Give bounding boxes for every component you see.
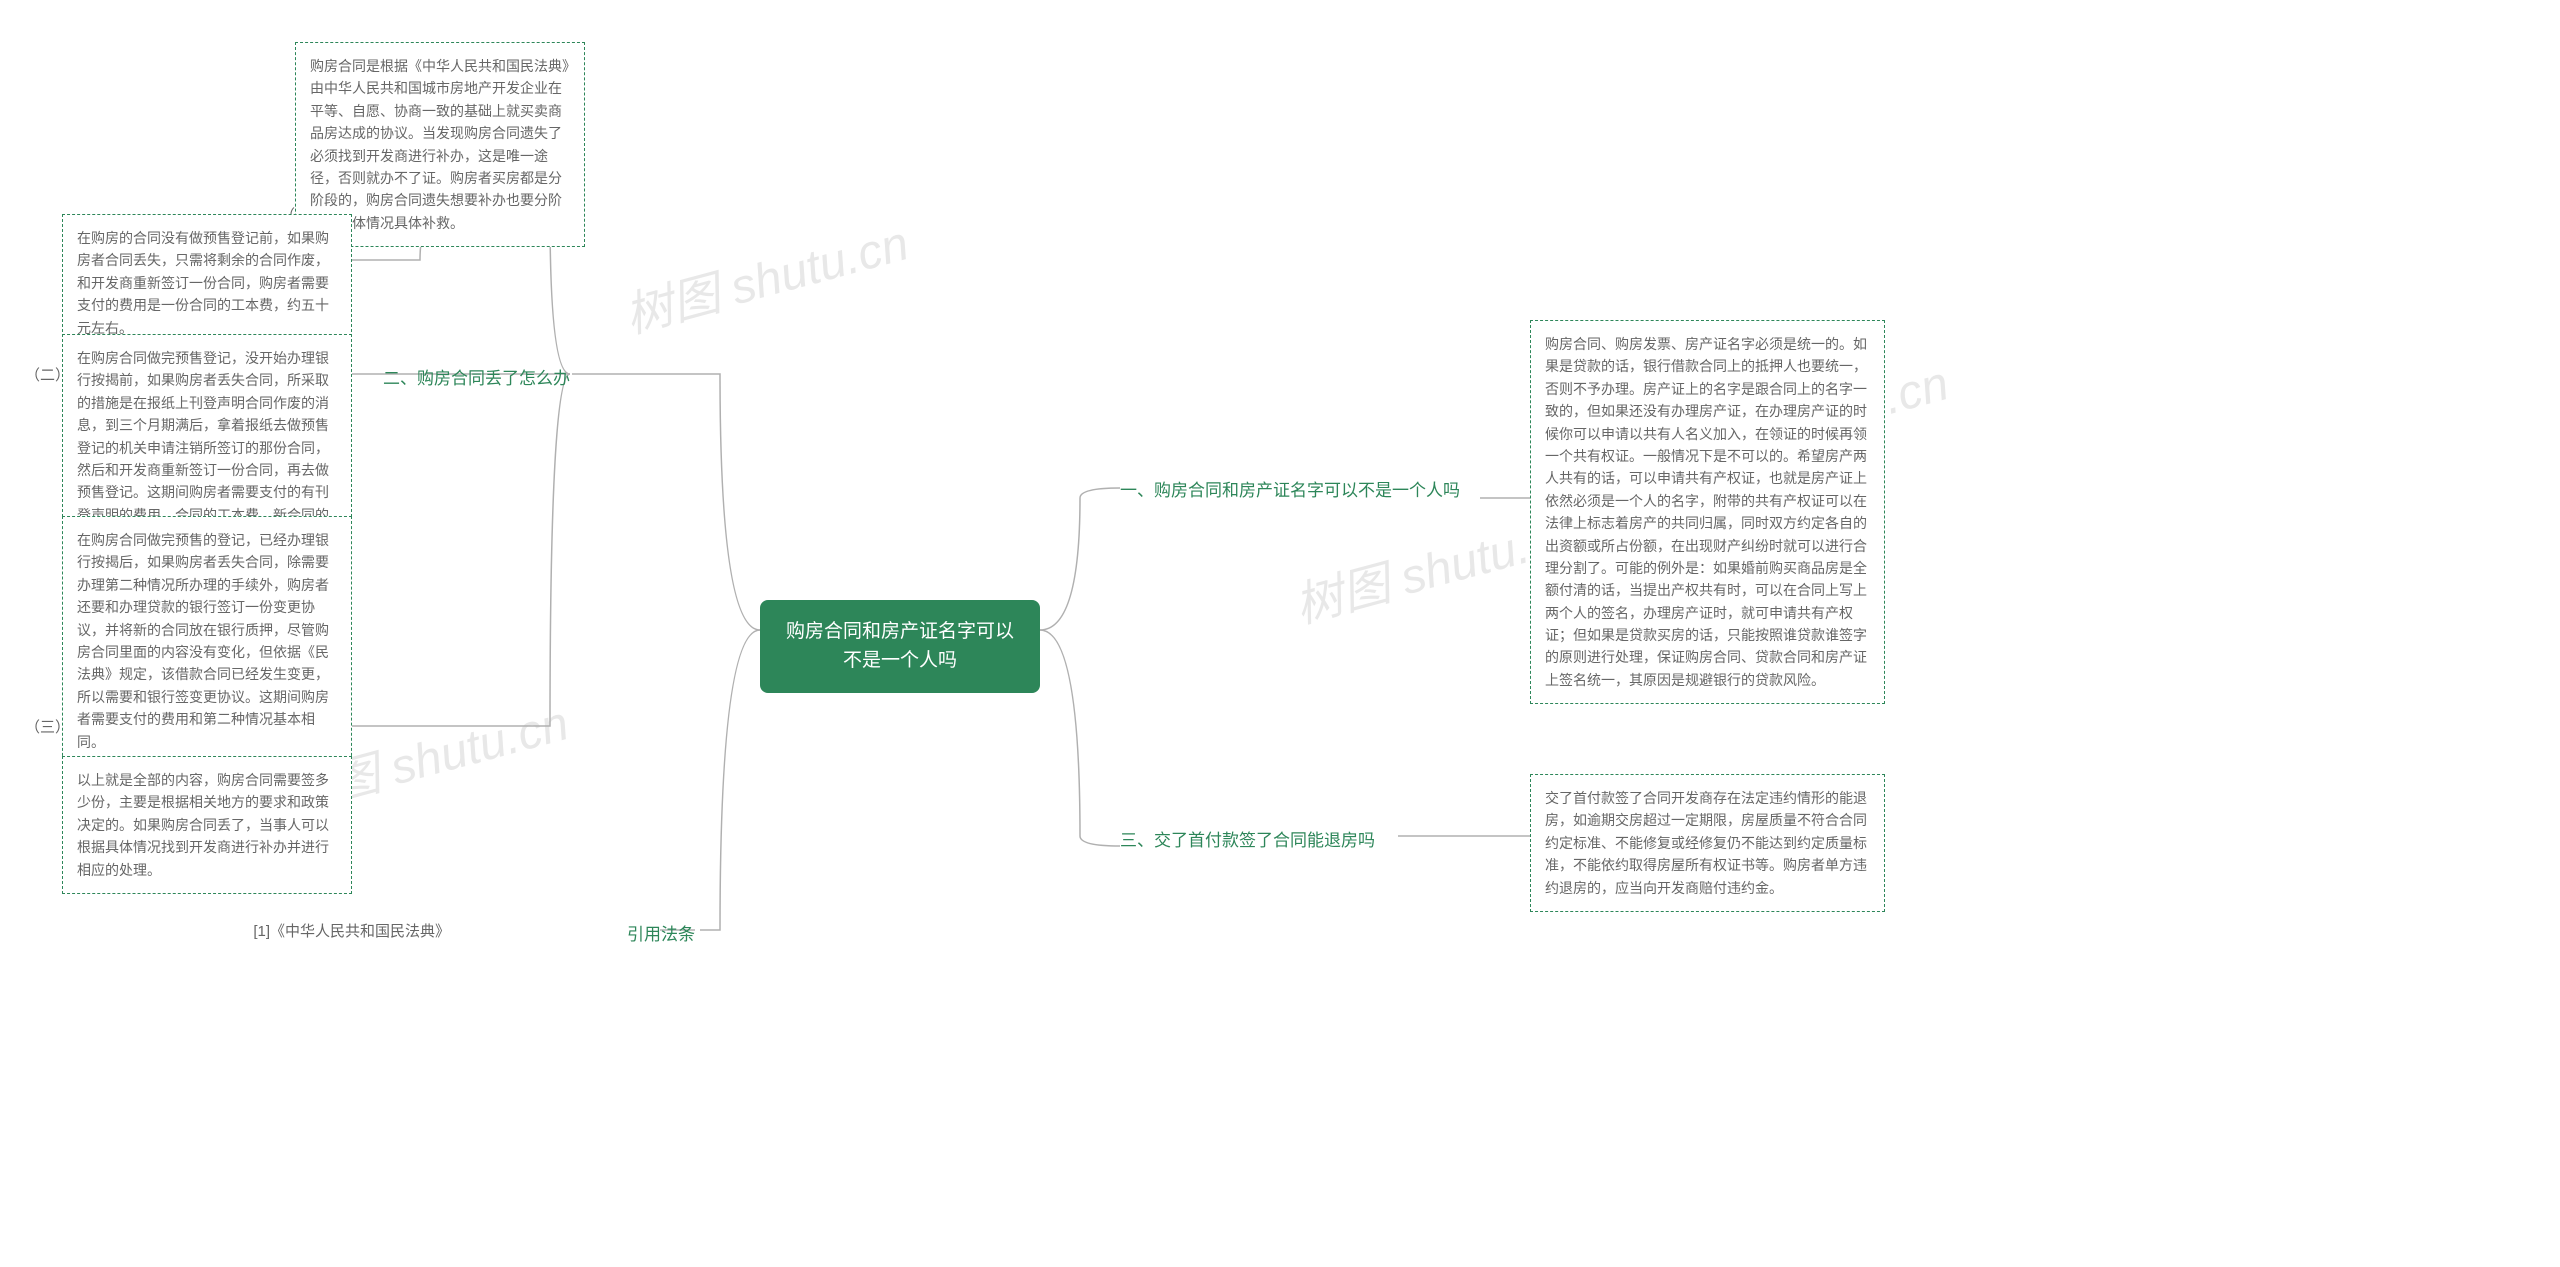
leaf-right-2: 交了首付款签了合同开发商存在法定违约情形的能退房，如逾期交房超过一定期限，房屋质… [1530, 774, 1885, 912]
watermark: 树图 shutu.cn [616, 204, 915, 347]
mindmap-center: 购房合同和房产证名字可以不是一个人吗 [760, 600, 1040, 693]
branch-left-2: 引用法条 [627, 920, 695, 945]
branch-right-1: 一、购房合同和房产证名字可以不是一个人吗 [1120, 478, 1480, 504]
branch-right-2: 三、交了首付款签了合同能退房吗 [1120, 826, 1375, 851]
sub-legal-ref: [1]《中华人民共和国民法典》 [253, 920, 450, 941]
leaf-3b: 以上就是全部的内容，购房合同需要签多少份，主要是根据相关地方的要求和政策决定的。… [62, 756, 352, 894]
branch-left-1: 二、购房合同丢了怎么办 [383, 364, 570, 389]
leaf-3a: 在购房合同做完预售的登记，已经办理银行按揭后，如果购房者丢失合同，除需要办理第二… [62, 516, 352, 766]
leaf-1b: 在购房的合同没有做预售登记前，如果购房者合同丢失，只需将剩余的合同作废，和开发商… [62, 214, 352, 352]
leaf-right-1: 购房合同、购房发票、房产证名字必须是统一的。如果是贷款的话，银行借款合同上的抵押… [1530, 320, 1885, 704]
